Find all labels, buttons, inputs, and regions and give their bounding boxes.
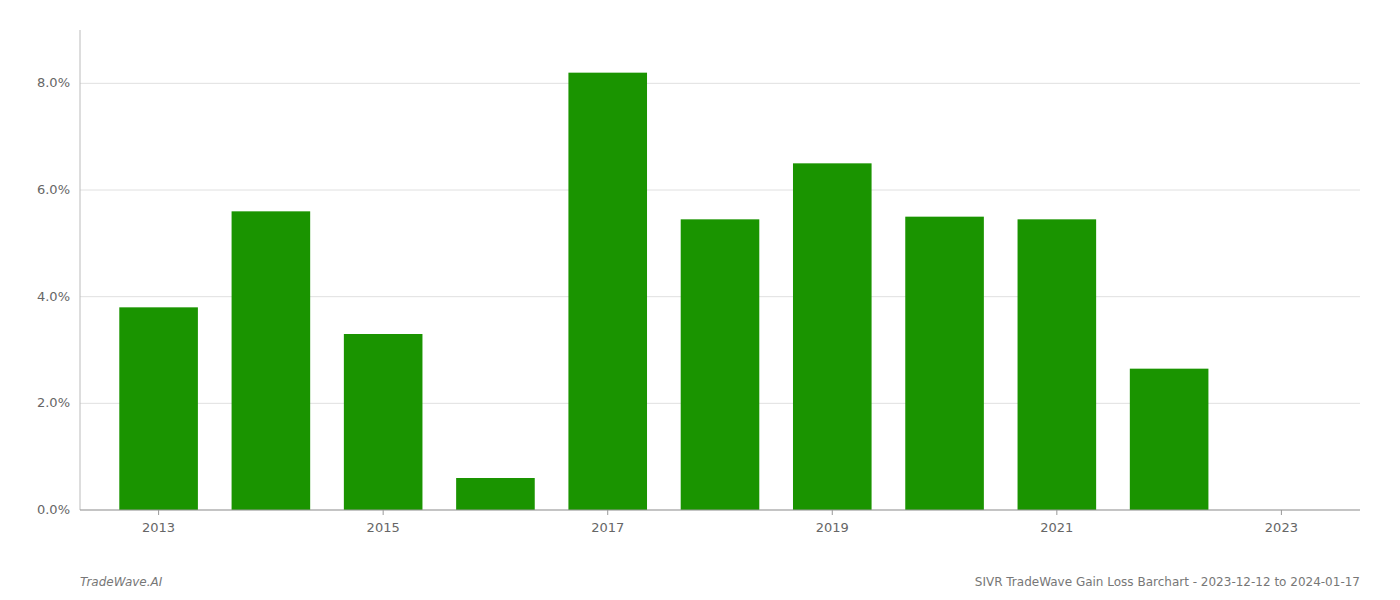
- y-grid: [80, 83, 1360, 510]
- x-tick: [383, 510, 384, 515]
- x-tick: [607, 510, 608, 515]
- bar: [456, 478, 535, 510]
- x-tick-label: 2017: [591, 520, 624, 535]
- y-tick-label: 0.0%: [37, 502, 70, 517]
- x-tick: [1056, 510, 1057, 515]
- x-tick-label: 2019: [816, 520, 849, 535]
- x-tick: [158, 510, 159, 515]
- chart: 0.0% 2.0% 4.0% 6.0% 8.0% 2013 2015 2017 2019 2021…: [0, 0, 1400, 600]
- bar: [681, 219, 760, 510]
- bar: [568, 73, 647, 510]
- chart-container: 0.0% 2.0% 4.0% 6.0% 8.0% 2013 2015 2017 2019 2021…: [0, 0, 1400, 600]
- x-tick-label: 2013: [142, 520, 175, 535]
- x-tick: [1281, 510, 1282, 515]
- bar: [905, 217, 984, 510]
- bar: [232, 211, 311, 510]
- grid-line: [80, 190, 1360, 191]
- bars: [119, 73, 1208, 510]
- title: SIVR TradeWave Gain Loss Barchart - 2023…: [975, 575, 1360, 589]
- x-axis-line: [80, 510, 1360, 511]
- bar: [1018, 219, 1097, 510]
- watermark: TradeWave.AI: [80, 575, 163, 589]
- x-tick-label: 2023: [1265, 520, 1298, 535]
- grid-line: [80, 510, 1360, 511]
- y-tick-label: 4.0%: [37, 289, 70, 304]
- x-tick: [832, 510, 833, 515]
- x-tick-label: 2021: [1040, 520, 1073, 535]
- bar: [1130, 369, 1209, 510]
- y-tick-label: 6.0%: [37, 182, 70, 197]
- bar: [119, 307, 198, 510]
- bar: [793, 163, 872, 510]
- y-tick-label: 2.0%: [37, 395, 70, 410]
- grid-line: [80, 83, 1360, 84]
- bar: [344, 334, 423, 510]
- y-axis-line: [80, 30, 81, 510]
- x-tick-label: 2015: [367, 520, 400, 535]
- y-tick-label: 8.0%: [37, 75, 70, 90]
